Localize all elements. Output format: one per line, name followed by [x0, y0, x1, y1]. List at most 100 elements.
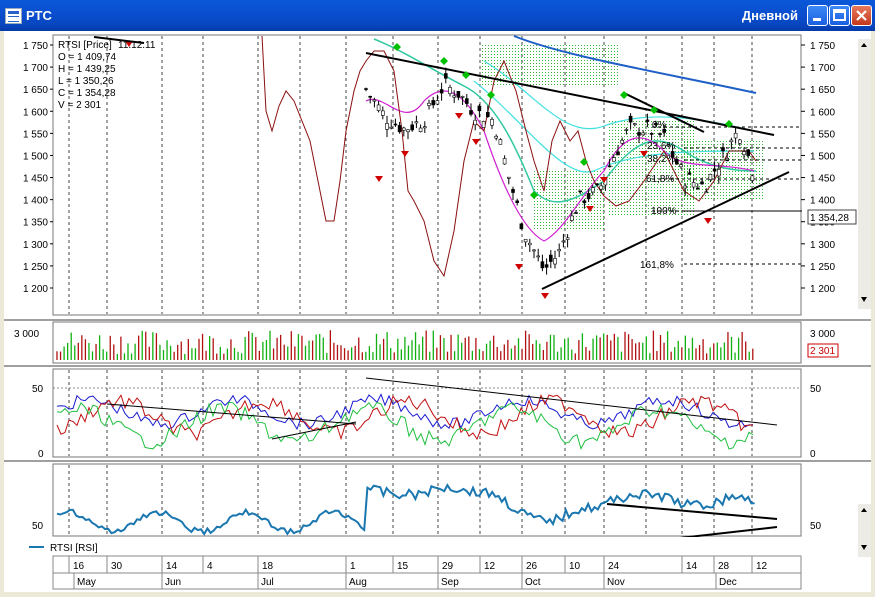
- cloud-dot: [672, 166, 673, 167]
- price-scrollbar[interactable]: [858, 39, 871, 309]
- cloud-dot: [663, 199, 664, 200]
- cloud-dot: [596, 57, 597, 58]
- panel-divider[interactable]: [4, 319, 871, 321]
- scroll-down-icon[interactable]: [861, 545, 867, 550]
- minimize-button[interactable]: [807, 5, 828, 26]
- candle-body: [464, 98, 469, 104]
- cloud-dot: [596, 72, 597, 73]
- cloud-dot: [636, 127, 637, 128]
- close-button[interactable]: [851, 5, 872, 26]
- cloud-dot: [581, 78, 582, 79]
- candle-body: [704, 191, 709, 194]
- cloud-dot: [678, 187, 679, 188]
- cloud-dot: [672, 175, 673, 176]
- cloud-dot: [666, 187, 667, 188]
- cloud-dot: [684, 202, 685, 203]
- candle-body: [662, 128, 667, 133]
- cloud-dot: [708, 141, 709, 142]
- cloud-dot: [642, 193, 643, 194]
- cloud-dot: [567, 198, 568, 199]
- cloud-dot: [657, 169, 658, 170]
- trend-indicator-line: [261, 35, 757, 278]
- cloud-dot: [672, 196, 673, 197]
- cloud-dot: [672, 142, 673, 143]
- cloud-dot: [693, 141, 694, 142]
- candle-body: [733, 132, 738, 139]
- cloud-dot: [497, 51, 498, 52]
- panel-divider[interactable]: [4, 460, 871, 462]
- cloud-dot: [599, 78, 600, 79]
- cloud-dot: [543, 177, 544, 178]
- cloud-dot: [615, 178, 616, 179]
- cloud-dot: [633, 211, 634, 212]
- cloud-dot: [678, 142, 679, 143]
- cloud-dot: [633, 157, 634, 158]
- cloud-dot: [744, 195, 745, 196]
- cloud-dot: [735, 165, 736, 166]
- cloud-dot: [590, 54, 591, 55]
- cloud-dot: [587, 63, 588, 64]
- cloud-dot: [702, 141, 703, 142]
- cloud-dot: [582, 210, 583, 211]
- cloud-dot: [651, 193, 652, 194]
- cloud-dot: [597, 219, 598, 220]
- cloud-dot: [675, 199, 676, 200]
- cloud-dot: [699, 147, 700, 148]
- cloud-dot: [729, 183, 730, 184]
- cloud-dot: [588, 222, 589, 223]
- cloud-dot: [582, 192, 583, 193]
- cloud-dot: [624, 214, 625, 215]
- cloud-dot: [533, 78, 534, 79]
- cloud-dot: [723, 180, 724, 181]
- cloud-dot: [576, 174, 577, 175]
- cloud-dot: [663, 169, 664, 170]
- cloud-dot: [593, 51, 594, 52]
- cloud-dot: [597, 228, 598, 229]
- cloud-dot: [582, 183, 583, 184]
- cloud-dot: [569, 45, 570, 46]
- cloud-dot: [684, 124, 685, 125]
- cloud-dot: [551, 66, 552, 67]
- cloud-dot: [645, 130, 646, 131]
- panel-divider[interactable]: [4, 365, 871, 367]
- cloud-dot: [563, 57, 564, 58]
- cloud-dot: [602, 54, 603, 55]
- cloud-dot: [627, 127, 628, 128]
- cloud-dot: [762, 141, 763, 142]
- cloud-dot: [590, 63, 591, 64]
- cloud-dot: [714, 144, 715, 145]
- cloud-dot: [738, 192, 739, 193]
- price-tick-left: 1 600: [23, 107, 48, 118]
- title-bar[interactable]: РТС Дневной: [0, 0, 875, 31]
- cloud-dot: [512, 63, 513, 64]
- cloud-dot: [618, 130, 619, 131]
- cloud-dot: [597, 210, 598, 211]
- cloud-dot: [581, 81, 582, 82]
- cloud-dot: [648, 214, 649, 215]
- cloud-dot: [639, 202, 640, 203]
- scroll-up-icon[interactable]: [861, 43, 867, 47]
- cloud-dot: [696, 162, 697, 163]
- cloud-dot: [560, 72, 561, 73]
- cloud-dot: [687, 196, 688, 197]
- cloud-dot: [618, 169, 619, 170]
- scroll-down-icon[interactable]: [861, 297, 867, 302]
- candle-body: [645, 119, 650, 122]
- cloud-dot: [588, 219, 589, 220]
- scroll-up-icon[interactable]: [861, 508, 867, 512]
- cloud-dot: [540, 198, 541, 199]
- cloud-dot: [482, 45, 483, 46]
- cloud-dot: [708, 180, 709, 181]
- cloud-dot: [666, 184, 667, 185]
- maximize-button[interactable]: [829, 5, 850, 26]
- fib-100-label: 100%: [651, 206, 677, 217]
- cloud-dot: [549, 186, 550, 187]
- cloud-dot: [509, 66, 510, 67]
- cloud-dot: [639, 178, 640, 179]
- cloud-dot: [714, 195, 715, 196]
- cloud-dot: [675, 151, 676, 152]
- cloud-dot: [669, 136, 670, 137]
- cloud-dot: [555, 222, 556, 223]
- cloud-dot: [639, 121, 640, 122]
- cloud-dot: [711, 189, 712, 190]
